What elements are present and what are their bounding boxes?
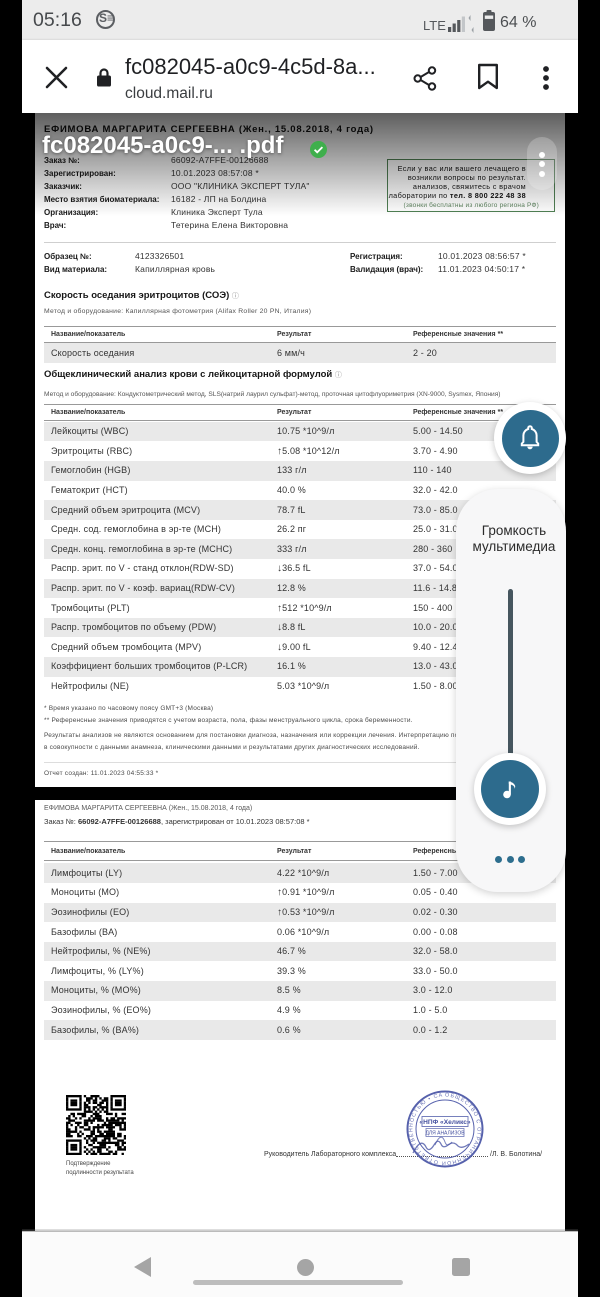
svg-text:ДЛЯ АНАЛИЗОВ: ДЛЯ АНАЛИЗОВ: [425, 1131, 465, 1137]
svg-text:«НПФ «Хеликс»: «НПФ «Хеликс»: [419, 1119, 470, 1126]
